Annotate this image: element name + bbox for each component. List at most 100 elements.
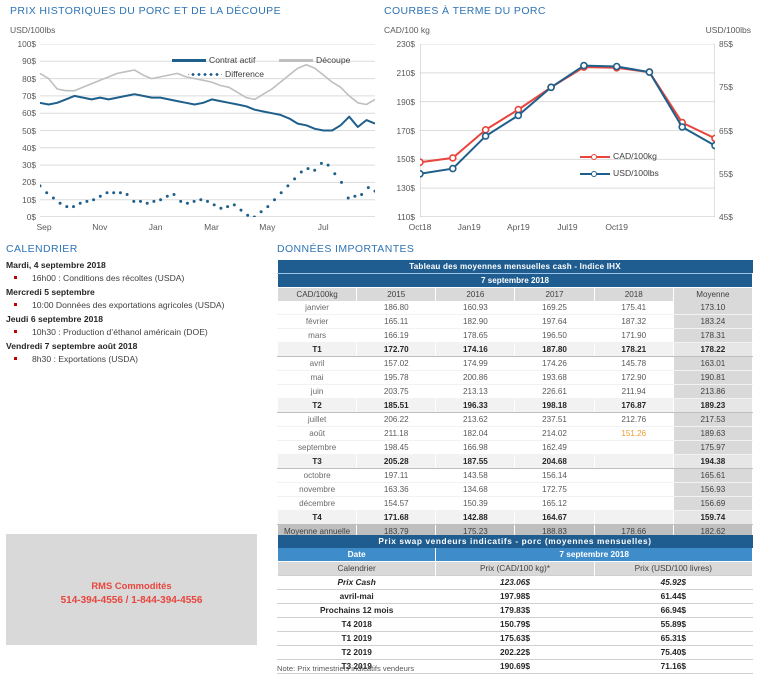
table-cell: 163.01 (672, 356, 754, 371)
y-tick-left: 110$ (397, 212, 415, 222)
x-tick: Mar (204, 222, 219, 232)
swap-row: Prix Cash 123.06$ 45.92$ (276, 575, 754, 590)
y-tick: 20$ (22, 177, 36, 188)
table-cell: 217.53 (672, 412, 754, 427)
chart1-legend-difference: Difference (188, 69, 264, 79)
table-row-label: mai (276, 370, 358, 385)
bullet-icon (14, 330, 17, 333)
table-row-label: novembre (276, 482, 358, 497)
table-cell: 182.90 (435, 314, 516, 329)
table-row: octobre 197.11 143.58 156.14 165.61 (276, 468, 754, 483)
bullet-icon (14, 357, 17, 360)
table-quarter-label: T4 (276, 510, 358, 525)
table-cell: 178.65 (435, 328, 516, 343)
chart2-left-axis-caption: CAD/100 kg (384, 25, 430, 35)
calendar-event-label: 8h30 : Exportations (USDA) (32, 354, 139, 364)
table-cell: 154.57 (356, 496, 437, 511)
swap-row-label: avril-mai (276, 589, 437, 604)
table-cell: 182.04 (435, 426, 516, 441)
table-cell: 150.39 (435, 496, 516, 511)
swap-row-label: T4 2018 (276, 617, 437, 632)
table-row: mai 195.78 200.86 193.68 172.90 190.81 (276, 370, 754, 385)
table-cell: 178.31 (672, 328, 754, 343)
swap-title: Prix swap vendeurs indicatifs - porc (mo… (277, 535, 753, 548)
table-column-header: 2016 (435, 287, 516, 301)
table-cell (593, 468, 674, 483)
y-tick: 100$ (17, 39, 36, 49)
table-cell (593, 440, 674, 455)
y-tick-right: 75$ (719, 82, 733, 93)
y-tick-left: 170$ (396, 125, 415, 136)
table-row: septembre 198.45 166.98 162.49 175.97 (276, 440, 754, 455)
table-annual-cell: 188.83 (514, 524, 595, 538)
table-cell: 200.86 (435, 370, 516, 385)
table-row-label: décembre (276, 496, 358, 511)
table-column-header: 2017 (514, 287, 595, 301)
table-cell: 196.50 (514, 328, 595, 343)
x-tick: Sep (36, 222, 52, 232)
table-cell: 165.12 (514, 496, 595, 511)
table-cell: 190.81 (672, 370, 754, 385)
table-quarter-cell: 194.38 (672, 454, 754, 469)
table-cell: 187.32 (593, 314, 674, 329)
y-tick-left: 130$ (396, 183, 415, 194)
table-cell: 151.26 (593, 426, 674, 441)
swap-row-label: T1 2019 (276, 631, 437, 646)
table-quarter-cell: 174.16 (435, 342, 516, 357)
swap-cell-cad: 197.98$ (435, 589, 595, 604)
y-tick-left: 150$ (396, 154, 415, 165)
chart1-yaxis-caption: USD/100lbs (10, 25, 56, 35)
table-quarter-cell: 159.74 (672, 510, 754, 525)
pork-forward-curves-chart: COURBES À TERME DU PORC CAD/100 kg USD/1… (380, 5, 755, 237)
chart1-legend-decoupe: Découpe (279, 55, 350, 65)
table-column-header: 2018 (593, 287, 674, 301)
table-cell: 173.10 (672, 301, 754, 315)
x-tick: Jul (317, 222, 329, 232)
table-row: 7 septembre 2018 (277, 273, 753, 288)
legend-marker-icon (580, 153, 610, 161)
x-tick: Apr19 (506, 222, 530, 232)
table-quarter-cell: 178.21 (593, 342, 674, 357)
swap-cell-usd: 71.16$ (593, 659, 754, 674)
table-row-label: octobre (276, 468, 358, 483)
y-tick-left: 210$ (396, 67, 415, 78)
calendar-section: CALENDRIER Mardi, 4 septembre 2018 16h00 … (6, 243, 268, 367)
table-cell: 134.68 (435, 482, 516, 497)
table-row-label: juin (276, 384, 358, 399)
table-row-label: août (276, 426, 358, 441)
table-cell: 175.41 (593, 301, 674, 315)
table-quarter-cell (593, 510, 674, 525)
table-cell: 213.62 (435, 412, 516, 427)
table-quarter-label: T1 (276, 342, 358, 357)
table-row: décembre 154.57 150.39 165.12 156.69 (276, 496, 754, 511)
table-cell: 226.61 (514, 384, 595, 399)
swap-cell-cad: 175.63$ (435, 631, 595, 646)
swap-cell-usd: 45.92$ (593, 575, 754, 590)
table-cell: 175.97 (672, 440, 754, 455)
y-tick: 70$ (22, 90, 36, 101)
swap-cell-cad: 150.79$ (435, 617, 595, 632)
y-tick-right: 65$ (719, 125, 733, 136)
calendar-day-heading: Jeudi 6 septembre 2018 (6, 314, 103, 324)
table-cell: 169.25 (514, 301, 595, 315)
table-cell: 160.93 (435, 301, 516, 315)
calendar-event: 8h30 : Exportations (USDA) (6, 354, 268, 364)
table-quarter-cell: 205.28 (356, 454, 437, 469)
contact-box: RMS Commodités 514-394-4556 / 1-844-394-… (6, 534, 257, 645)
swap-row: Date 7 septembre 2018 (276, 548, 753, 562)
table-annual-label: Moyenne annuelle (276, 524, 358, 538)
chart2-legend-usd: USD/100lbs (580, 168, 659, 178)
table-cell: 206.22 (356, 412, 437, 427)
chart1-svg (40, 44, 375, 217)
table-cell: 189.63 (672, 426, 754, 441)
swap-cell-cad: 202.22$ (435, 645, 595, 660)
table-row: novembre 163.36 134.68 172.75 156.93 (276, 482, 754, 497)
chart2-svg (420, 44, 715, 217)
swap-row-label: T2 2019 (276, 645, 437, 660)
table-quarter-label: T3 (276, 454, 358, 469)
calendar-title: CALENDRIER (6, 243, 78, 255)
table-cell (593, 482, 674, 497)
table-cell: 163.36 (356, 482, 437, 497)
table-column-header: Moyenne (672, 287, 754, 301)
table-annual-cell: 183.79 (356, 524, 437, 538)
